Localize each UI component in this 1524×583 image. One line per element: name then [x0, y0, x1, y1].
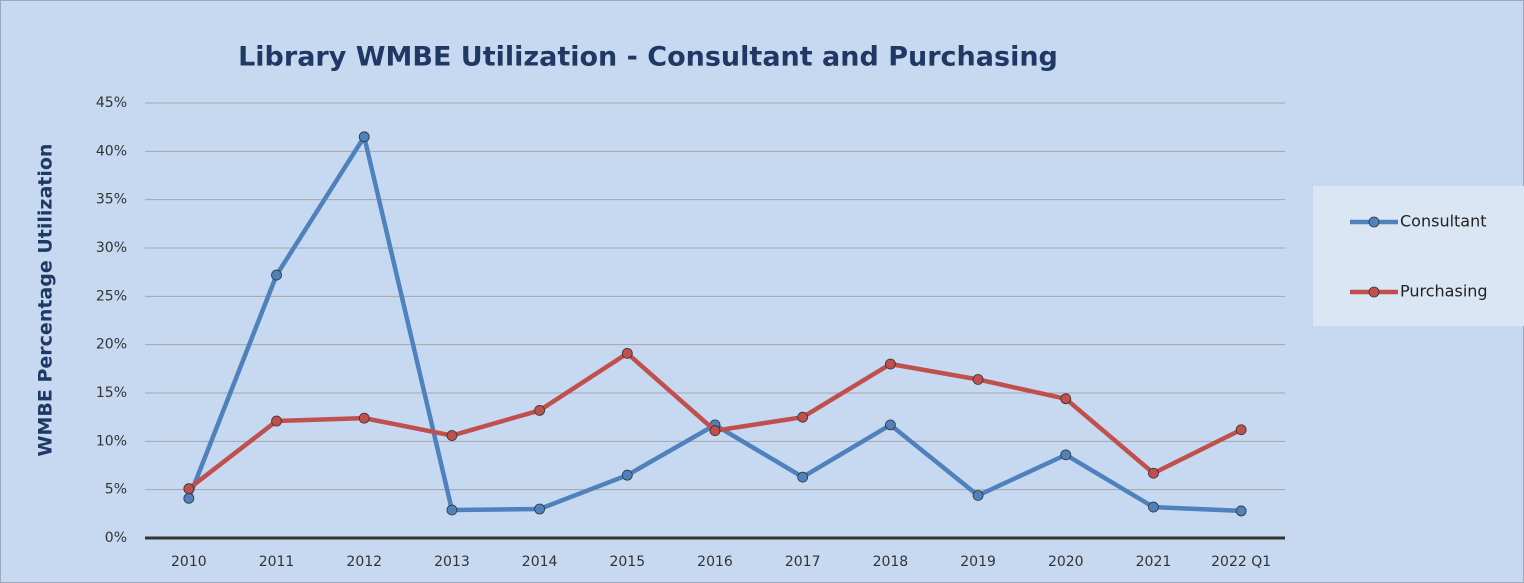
- data-point: [534, 404, 546, 416]
- y-tick-label: 15%: [96, 385, 127, 401]
- y-tick-label: 10%: [96, 433, 127, 449]
- x-tick-label: 2015: [609, 554, 645, 570]
- data-point: [1148, 467, 1159, 479]
- data-point: [972, 490, 984, 501]
- x-tick-label: 2022 Q1: [1211, 554, 1271, 570]
- chart-title: Library WMBE Utilization - Consultant an…: [238, 42, 1058, 73]
- y-tick-label: 20%: [96, 337, 127, 353]
- data-point: [709, 425, 721, 437]
- legend-label: Purchasing: [1400, 282, 1488, 301]
- x-tick-label: 2021: [1136, 554, 1172, 570]
- data-point: [534, 503, 546, 515]
- legend-marker: [1368, 216, 1380, 228]
- y-tick-label: 40%: [96, 143, 127, 159]
- x-tick-label: 2016: [697, 554, 733, 570]
- legend-label: Consultant: [1400, 212, 1487, 231]
- x-tick-label: 2010: [171, 554, 207, 570]
- data-point: [358, 131, 370, 143]
- data-point: [183, 483, 195, 495]
- y-tick-label: 30%: [96, 240, 127, 256]
- data-point: [446, 504, 458, 516]
- x-tick-label: 2014: [522, 554, 558, 570]
- x-tick-label: 2011: [259, 554, 295, 570]
- y-tick-label: 35%: [96, 192, 127, 208]
- x-tick-label: 2020: [1048, 554, 1084, 570]
- data-point: [884, 419, 896, 431]
- data-point: [1060, 393, 1072, 405]
- y-tick-label: 25%: [96, 288, 127, 304]
- data-point: [271, 415, 282, 427]
- data-point: [358, 412, 370, 424]
- data-point: [271, 269, 282, 281]
- y-tick-label: 5%: [105, 482, 127, 498]
- x-tick-label: 2013: [434, 554, 470, 570]
- data-point: [1235, 424, 1247, 436]
- y-tick-label: 0%: [105, 530, 127, 546]
- x-tick-label: 2017: [785, 554, 821, 570]
- y-tick-label: 45%: [96, 95, 127, 111]
- data-point: [621, 469, 633, 481]
- legend-box: [1313, 186, 1524, 326]
- y-axis-label: WMBE Percentage Utilization: [35, 144, 57, 457]
- data-point: [1235, 505, 1247, 517]
- data-point: [621, 347, 633, 359]
- x-tick-label: 2012: [346, 554, 382, 570]
- x-tick-label: 2018: [873, 554, 909, 570]
- data-point: [884, 358, 896, 370]
- data-point: [446, 430, 458, 441]
- data-point: [797, 471, 809, 483]
- data-point: [1148, 501, 1159, 513]
- data-point: [797, 411, 809, 423]
- data-point: [972, 374, 984, 385]
- data-point: [1060, 449, 1072, 461]
- data-point: [183, 492, 195, 504]
- x-tick-label: 2019: [960, 554, 996, 570]
- legend-marker: [1368, 286, 1380, 298]
